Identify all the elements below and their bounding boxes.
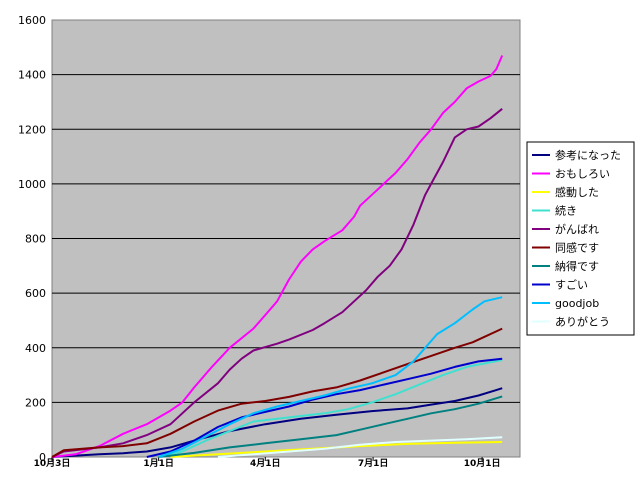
legend-label: 感動した: [555, 185, 599, 199]
legend-label: goodjob: [555, 297, 599, 310]
y-tick-label: 1200: [18, 123, 46, 136]
legend-label: がんばれ: [555, 222, 599, 236]
y-tick-label: 1600: [18, 14, 46, 27]
series-line: [146, 357, 503, 458]
y-tick-label: 400: [25, 342, 46, 355]
legend-label: おもしろい: [555, 168, 610, 181]
x-tick-label: 10月3日: [34, 458, 71, 469]
x-axis-tick-labels: 10月3日 1月1日 4月1日 7月1日 10月1日: [34, 457, 501, 469]
x-tick-label: 10月1日: [464, 458, 501, 469]
legend-label: 納得です: [555, 260, 599, 273]
series-line: [158, 296, 503, 458]
series-line: [158, 359, 503, 458]
series-line: [51, 55, 504, 458]
series-line: [51, 108, 503, 458]
x-tick-label: 7月1日: [358, 458, 389, 469]
y-tick-label: 1400: [18, 69, 46, 82]
series-lines: [51, 55, 504, 458]
legend-label: 参考になった: [555, 148, 621, 162]
series-line: [217, 436, 503, 458]
y-axis-tick-labels: 0 200 400 600 800 1000 1200 1400 1600: [18, 14, 46, 464]
series-line: [51, 327, 503, 458]
x-tick-label: 4月1日: [250, 458, 281, 469]
y-tick-label: 800: [25, 233, 46, 246]
x-tick-label: 1月1日: [143, 458, 174, 469]
series-line: [51, 387, 503, 458]
y-tick-label: 200: [25, 396, 46, 409]
y-tick-label: 0: [39, 451, 46, 464]
y-tick-label: 1000: [18, 178, 46, 191]
y-tick-label: 600: [25, 287, 46, 300]
legend-label: 同感です: [555, 242, 599, 255]
legend-label: 続き: [555, 204, 577, 218]
series-line: [158, 395, 503, 458]
legend-label: ありがとう: [555, 315, 610, 329]
legend-label: すごい: [555, 278, 588, 292]
